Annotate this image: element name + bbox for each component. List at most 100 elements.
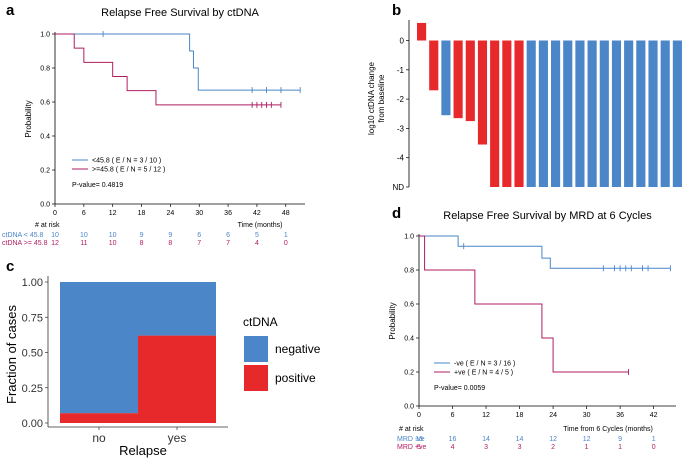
km-plot-mrd: Relapse Free Survival by MRD at 6 Cycles… [388, 210, 676, 451]
km-plot-ctdna: Relapse Free Survival by ctDNA 0.0 0.2 0.4 0… [2, 7, 305, 247]
x-axis-label: Time (months) [238, 222, 283, 229]
waterfall-bar [636, 40, 646, 187]
x-tick-label: 48 [282, 210, 290, 217]
waterfall-bar [660, 40, 670, 187]
risk-count: 7 [226, 240, 230, 247]
waterfall-bar [417, 22, 427, 41]
y-tick-label: 0.4 [40, 134, 50, 141]
risk-row-label: ctDNA < 45.8 [2, 232, 44, 239]
x-tick-label: yes [168, 431, 187, 445]
x-tick-label: 42 [650, 412, 658, 419]
risk-count: 9 [168, 232, 172, 239]
y-tick-label: 0.00 [22, 418, 43, 430]
x-tick-label: 18 [138, 210, 146, 217]
x-tick-label: 0 [53, 210, 57, 217]
p-value: P-value= 0.4819 [72, 182, 123, 189]
x-tick-label: 24 [166, 210, 174, 217]
y-tick-label: 0.8 [40, 66, 50, 73]
waterfall-bar [587, 40, 597, 187]
y-tick-label: 0.8 [404, 268, 414, 275]
x-tick-label: 42 [253, 210, 261, 217]
y-axis-label-line: from baseline [377, 74, 386, 123]
y-tick-label: 0.2 [40, 168, 50, 175]
y-tick-label: 0.0 [40, 202, 50, 209]
waterfall-bar [453, 40, 463, 119]
risk-row-label: MRD +ve [397, 444, 426, 451]
panel-label-a: a [6, 2, 15, 19]
y-tick-label: 0.6 [40, 100, 50, 107]
y-tick-label: -2 [397, 95, 405, 104]
stacked-bar-positive [138, 335, 216, 423]
risk-count: 9 [140, 232, 144, 239]
waterfall-bar [672, 40, 682, 187]
legend-label: +ve ( E / N = 4 / 5 ) [454, 370, 513, 377]
risk-count: 6 [197, 232, 201, 239]
chart-title: Relapse Free Survival by ctDNA [101, 7, 259, 19]
x-axis-label: Time from 6 Cycles (months) [563, 426, 653, 433]
risk-count: 7 [197, 240, 201, 247]
x-tick-label: 30 [583, 412, 591, 419]
survival-curve-group1 [419, 235, 671, 269]
stacked-bar-negative [138, 282, 216, 336]
legend-label: <45.8 ( E / N = 3 / 10 ) [92, 158, 161, 165]
x-tick-label: 12 [109, 210, 117, 217]
risk-count: 12 [549, 436, 557, 443]
legend-title: ctDNA [243, 315, 278, 329]
risk-count: 1 [585, 444, 589, 451]
survival-curve-group2 [55, 33, 281, 106]
waterfall-bar [477, 40, 488, 145]
risk-count: 10 [109, 240, 117, 247]
x-tick-label: no [92, 431, 106, 445]
x-axis-label: Relapse [119, 443, 167, 458]
risk-row-label: ctDNA >= 45.8 [2, 240, 48, 247]
y-tick-label: 1.0 [404, 234, 414, 241]
risk-count: 16 [449, 436, 457, 443]
x-tick-label: 6 [82, 210, 86, 217]
risk-count: 0 [284, 240, 288, 247]
waterfall-bar [563, 40, 573, 187]
waterfall-bar [624, 40, 634, 187]
risk-count: 4 [255, 240, 259, 247]
risk-count: 6 [226, 232, 230, 239]
y-tick-label: 0 [400, 37, 405, 46]
y-tick-label: -1 [397, 66, 405, 75]
risk-count: 1 [652, 436, 656, 443]
y-axis-label: Probability [388, 302, 397, 339]
stacked-bar-positive [60, 413, 138, 423]
x-tick-label: 30 [195, 210, 203, 217]
panel-label-b: b [392, 2, 401, 19]
y-tick-label: 1.0 [40, 32, 50, 39]
waterfall-bar [538, 40, 548, 187]
survival-curve-group1 [55, 33, 301, 91]
risk-count: 5 [255, 232, 259, 239]
risk-count: 3 [518, 444, 522, 451]
legend-label: negative [275, 342, 321, 356]
risk-count: 14 [482, 436, 490, 443]
y-tick-label: 0.75 [22, 312, 43, 324]
stacked-bar-plot: 0.00 0.25 0.50 0.75 1.00 Fraction of cases no y… [4, 276, 321, 458]
waterfall-bar [429, 40, 439, 91]
risk-count: 2 [551, 444, 555, 451]
waterfall-bar [502, 40, 512, 187]
risk-table-header: # at risk [399, 426, 424, 433]
panel-label-c: c [6, 258, 14, 275]
risk-count: 12 [51, 240, 59, 247]
legend-label: >=45.8 ( E / N = 5 / 12 ) [92, 167, 165, 174]
risk-count: 10 [109, 232, 117, 239]
waterfall-bar [490, 40, 500, 187]
waterfall-plot: 0 -1 -2 -3 -4 ND log10 ctDNA changefrom baseli… [367, 20, 682, 192]
x-tick-label: 36 [224, 210, 232, 217]
y-tick-label: 0.6 [404, 302, 414, 309]
x-tick-label: 6 [451, 412, 455, 419]
risk-row-label: MRD -ve [397, 436, 425, 443]
y-tick-label: 0.0 [404, 404, 414, 411]
risk-count: 10 [51, 232, 59, 239]
chart-title: Relapse Free Survival by MRD at 6 Cycles [443, 210, 652, 222]
p-value: P-value= 0.0059 [434, 385, 485, 392]
y-tick-label: ND [392, 183, 404, 192]
waterfall-bar [648, 40, 658, 187]
y-axis-label-line: log10 ctDNA change [367, 61, 376, 134]
risk-count: 5 [417, 444, 421, 451]
y-axis-label: log10 ctDNA changefrom baseline [367, 61, 386, 134]
x-tick-label: 12 [482, 412, 490, 419]
